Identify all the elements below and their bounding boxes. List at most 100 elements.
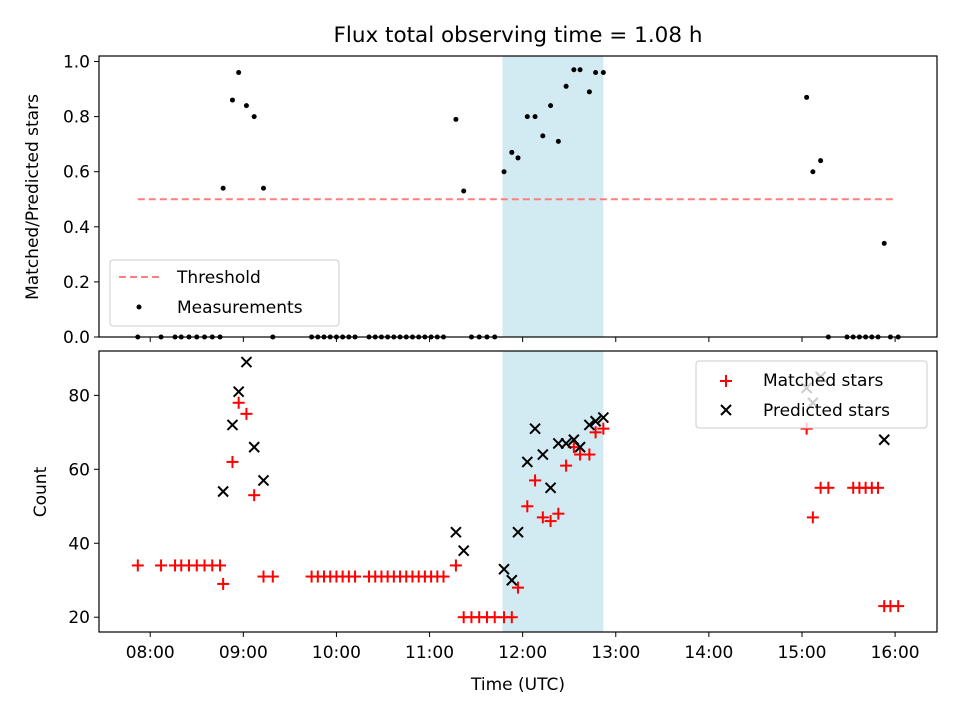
- measurement-point: [540, 133, 546, 139]
- matched-star-point: [214, 559, 227, 572]
- predicted-star-point: [589, 415, 602, 427]
- bottom-panel-frame: [98, 350, 938, 633]
- measurement-point: [532, 114, 538, 120]
- matched-star-point: [266, 570, 279, 583]
- measurement-point: [229, 97, 235, 103]
- y-tick-label: 0.8: [63, 108, 90, 128]
- predicted-star-point: [544, 482, 557, 494]
- measurement-point: [524, 114, 530, 120]
- measurement-point: [220, 185, 226, 191]
- matched-star-point: [589, 426, 602, 439]
- x-tick-label: 16:00: [871, 643, 920, 663]
- bottom-legend: Matched stars Predicted stars: [695, 360, 928, 429]
- x-axis-label: Time (UTC): [470, 675, 565, 695]
- matched-star-point: [349, 570, 362, 583]
- x-tick-label: 10:00: [312, 643, 361, 663]
- predicted-star-point: [521, 456, 534, 468]
- measurement-point: [593, 70, 599, 76]
- top-legend: Threshold Measurements: [109, 259, 340, 327]
- matched-star-point: [226, 455, 239, 468]
- x-tick-label: 15:00: [777, 643, 826, 663]
- x-tick-label: 08:00: [126, 643, 175, 663]
- measurement-point: [571, 67, 577, 73]
- y-tick-label: 80: [68, 386, 90, 406]
- measurement-point: [509, 149, 515, 155]
- chart-title: Flux total observing time = 1.08 h: [334, 23, 703, 48]
- matched-star-point: [597, 422, 610, 435]
- x-tick-label: 14:00: [684, 643, 733, 663]
- legend-threshold-label: Threshold: [176, 268, 261, 288]
- matched-star-point: [240, 407, 253, 420]
- predicted-star-point: [506, 574, 518, 586]
- predicted-star-point: [498, 563, 510, 575]
- matched-star-point: [583, 448, 596, 461]
- predicted-star-point: [257, 474, 270, 487]
- matched-star-point: [892, 600, 905, 613]
- measurement-point: [555, 138, 561, 144]
- predicted-star-point: [457, 544, 470, 557]
- measurement-point: [600, 70, 606, 76]
- y-tick-label: 1.0: [63, 53, 90, 73]
- predicted-star-point: [878, 434, 890, 446]
- predicted-star-point: [512, 526, 524, 538]
- predicted-star-point: [232, 385, 245, 398]
- matched-star-point: [560, 459, 573, 472]
- matched-star-point: [505, 611, 518, 624]
- legend-predicted-swatch: [720, 404, 732, 416]
- matched-star-point: [131, 559, 144, 572]
- measurement-point: [251, 114, 257, 120]
- predicted-star-point: [537, 448, 549, 461]
- matched-star-point: [529, 474, 542, 487]
- matched-star-point: [437, 570, 450, 583]
- matched-star-point: [822, 481, 835, 494]
- top-legend-box: [109, 259, 340, 327]
- measurement-point: [236, 70, 242, 76]
- bottom-y-axis-label: Count: [31, 466, 51, 517]
- matched-star-point: [536, 511, 549, 524]
- predicted-star-point: [450, 526, 462, 538]
- predicted-star-point: [574, 441, 586, 453]
- matched-star-point: [544, 515, 557, 528]
- measurement-point: [515, 155, 521, 161]
- legend-predicted-label: Predicted stars: [763, 401, 890, 421]
- predicted-star-point: [560, 437, 572, 450]
- measurement-point: [563, 83, 569, 89]
- predicted-star-point: [217, 485, 229, 498]
- matched-star-point: [449, 559, 462, 572]
- measurement-point: [548, 103, 554, 109]
- measurement-point: [461, 188, 467, 194]
- x-tick-label: 12:00: [498, 643, 547, 663]
- measurement-point: [810, 169, 816, 175]
- x-tick-label: 13:00: [591, 643, 640, 663]
- highlight-span: [502, 56, 604, 337]
- legend-measurements-swatch: [136, 304, 142, 310]
- top-y-axis-label: Matched/Predicted stars: [23, 94, 43, 300]
- predicted-star-point: [529, 422, 541, 435]
- x-tick-label: 11:00: [405, 643, 454, 663]
- measurement-point: [804, 94, 810, 100]
- matched-star-point: [512, 581, 524, 594]
- measurement-point: [577, 67, 583, 73]
- y-tick-label: 20: [68, 608, 90, 628]
- y-tick-label: 60: [68, 460, 90, 480]
- measurement-point: [453, 116, 459, 122]
- predicted-star-point: [583, 419, 596, 431]
- measurement-point: [818, 158, 824, 164]
- matched-star-point: [217, 577, 230, 590]
- y-tick-label: 40: [68, 534, 90, 554]
- measurement-point: [586, 89, 592, 95]
- matched-star-point: [248, 489, 261, 502]
- bottom-legend-box: [695, 360, 928, 429]
- x-tick-label: 09:00: [219, 643, 268, 663]
- legend-matched-swatch: [720, 375, 732, 387]
- matched-star-point: [155, 559, 168, 572]
- top-panel-frame: [98, 55, 938, 338]
- predicted-star-point: [248, 441, 260, 453]
- measurement-point: [501, 169, 507, 175]
- measurement-point: [260, 185, 266, 191]
- matched-star-point: [872, 481, 885, 494]
- matched-star-point: [521, 500, 534, 513]
- matched-star-point: [232, 396, 245, 409]
- matched-star-point: [806, 511, 819, 524]
